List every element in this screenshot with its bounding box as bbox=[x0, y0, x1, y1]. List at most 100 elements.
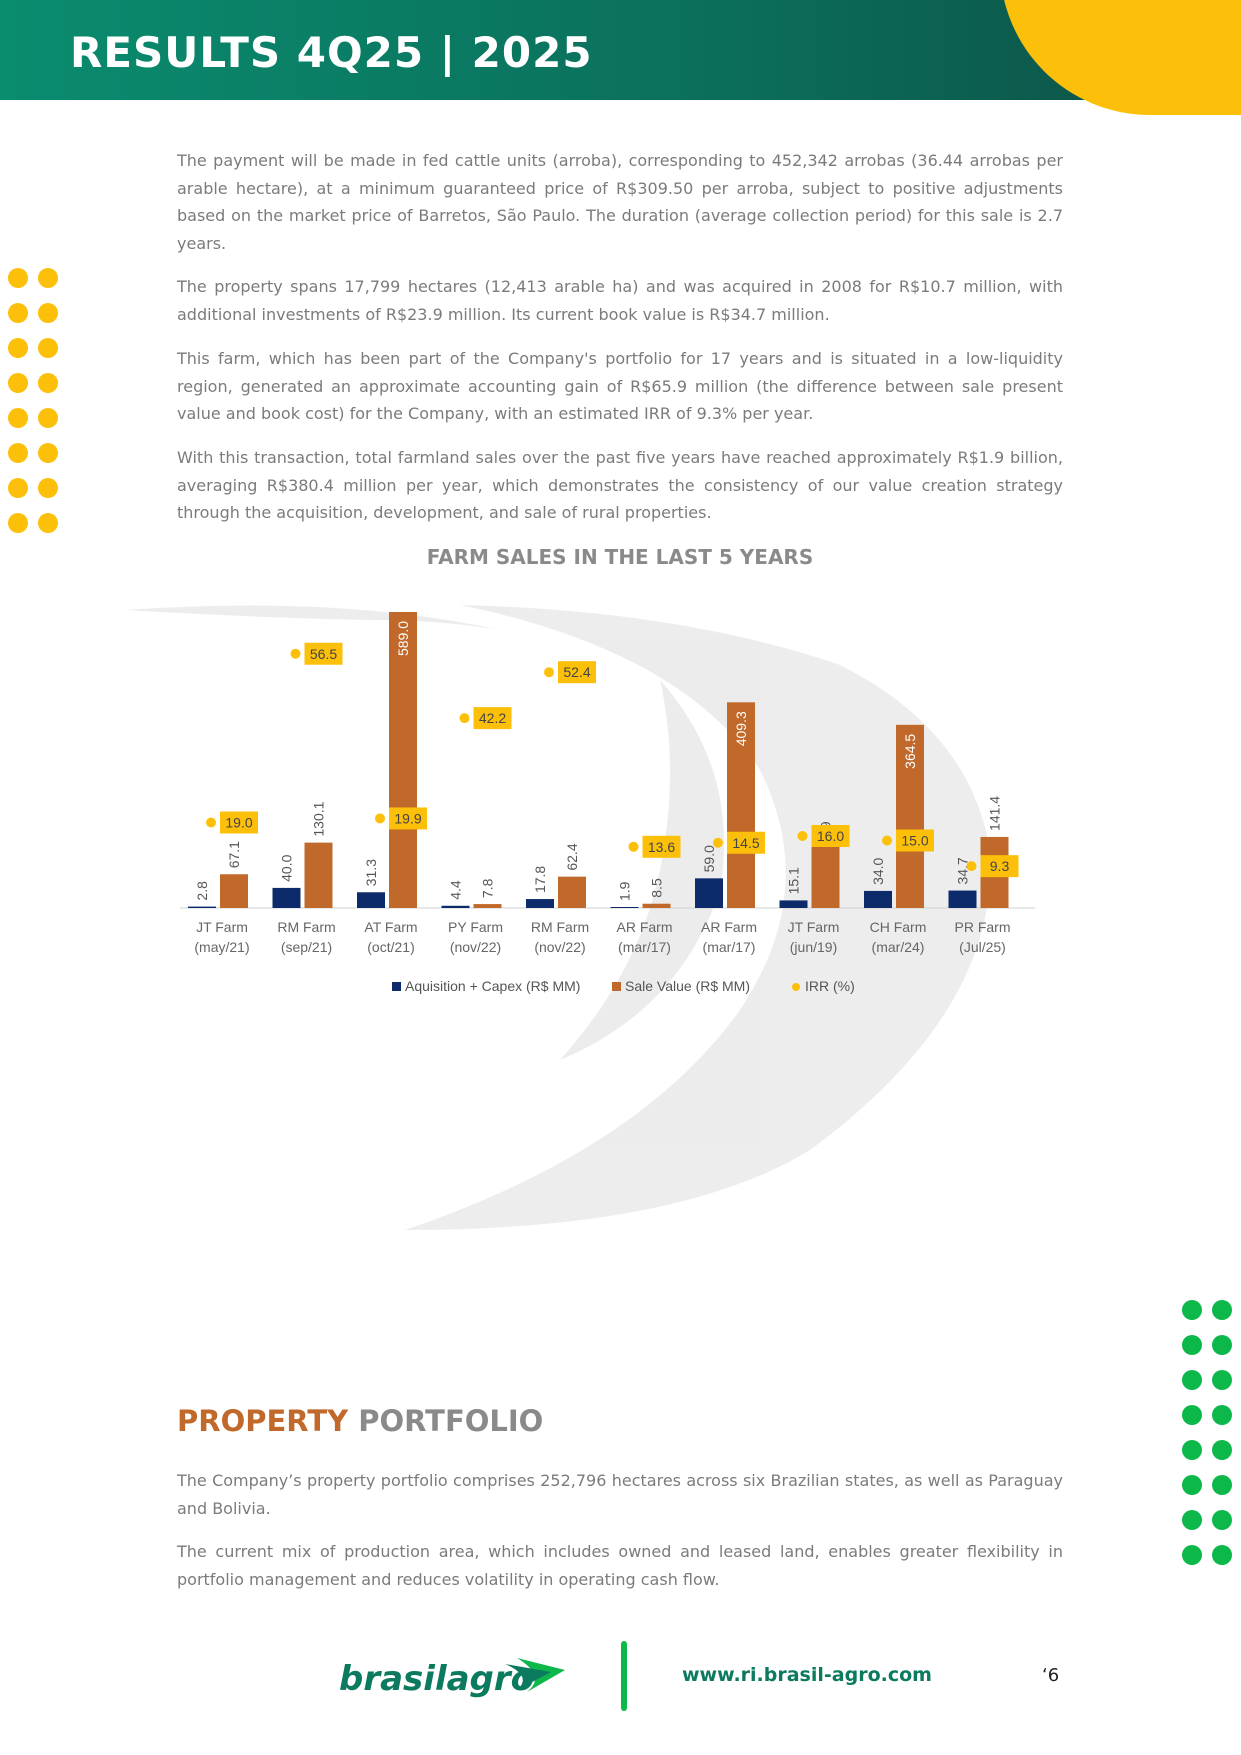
irr-label-box-2 bbox=[389, 807, 427, 830]
category-sublabel-3: (nov/22) bbox=[450, 939, 501, 955]
bar-sale-7 bbox=[811, 846, 840, 908]
irr-point-0 bbox=[206, 817, 216, 828]
irr-point-4 bbox=[544, 667, 554, 678]
logo-text: brasilagro bbox=[339, 1659, 534, 1699]
brasilagro-logo: brasilagro bbox=[339, 1658, 565, 1699]
category-label-6: AR Farm bbox=[701, 919, 757, 935]
footer-website-link[interactable]: www.ri.brasil-agro.com bbox=[682, 1664, 932, 1686]
bar-acquisition-0 bbox=[188, 906, 216, 908]
bar-acquisition-6 bbox=[695, 878, 723, 908]
watermark-swoosh bbox=[125, 605, 991, 1230]
irr-point-1 bbox=[290, 648, 301, 659]
category-label-2: AT Farm bbox=[364, 919, 417, 935]
category-sublabel-7: (jun/19) bbox=[790, 939, 837, 955]
header-yellow-arc bbox=[1000, 0, 1241, 115]
label-sale-9: 141.4 bbox=[987, 796, 1003, 831]
category-label-9: PR Farm bbox=[955, 919, 1011, 935]
legend-label-0: Aquisition + Capex (R$ MM) bbox=[405, 978, 580, 994]
bar-acquisition-2 bbox=[357, 892, 385, 908]
label-sale-1: 130.1 bbox=[311, 801, 327, 836]
irr-point-8 bbox=[882, 835, 892, 846]
label-acquisition-6: 59.0 bbox=[701, 845, 717, 872]
category-label-5: AR Farm bbox=[617, 919, 673, 935]
paragraph-property: The property spans 17,799 hectares (12,4… bbox=[177, 277, 1063, 324]
label-sale-8: 364.5 bbox=[902, 734, 918, 769]
irr-label-2: 19.9 bbox=[394, 810, 421, 826]
category-sublabel-8: (mar/24) bbox=[872, 939, 925, 955]
irr-label-1: 56.5 bbox=[310, 646, 337, 662]
label-acquisition-5: 1.9 bbox=[617, 881, 633, 901]
irr-label-6: 14.5 bbox=[732, 835, 759, 851]
category-label-7: JT Farm bbox=[788, 919, 840, 935]
bar-sale-1 bbox=[304, 842, 333, 908]
label-sale-6: 409.3 bbox=[733, 711, 749, 746]
category-label-1: RM Farm bbox=[277, 919, 335, 935]
label-sale-3: 7.8 bbox=[480, 878, 496, 898]
bar-sale-4 bbox=[558, 876, 586, 908]
irr-label-box-3 bbox=[473, 707, 512, 730]
category-label-4: RM Farm bbox=[531, 919, 589, 935]
section-title-word1: PROPERTY bbox=[177, 1404, 349, 1438]
legend-swatch-0 bbox=[392, 982, 401, 991]
paragraph-payment: The payment will be made in fed cattle u… bbox=[177, 151, 1063, 253]
irr-label-box-7 bbox=[811, 825, 850, 847]
decorative-green-dots bbox=[1182, 1300, 1232, 1565]
irr-label-box-6 bbox=[727, 831, 765, 854]
bar-acquisition-9 bbox=[948, 890, 977, 908]
category-sublabel-2: (oct/21) bbox=[367, 939, 414, 955]
irr-label-box-8 bbox=[896, 829, 934, 852]
paragraph-production-mix: The current mix of production area, whic… bbox=[177, 1542, 1063, 1589]
category-sublabel-6: (mar/17) bbox=[703, 939, 756, 955]
footer-divider bbox=[621, 1641, 627, 1711]
bar-sale-6 bbox=[727, 702, 755, 908]
label-acquisition-7: 15.1 bbox=[786, 867, 802, 894]
section-title: PROPERTY PORTFOLIO bbox=[177, 1404, 543, 1438]
bar-acquisition-5 bbox=[610, 907, 639, 908]
bar-sale-0 bbox=[220, 874, 248, 908]
legend-swatch-1 bbox=[612, 982, 621, 991]
irr-point-7 bbox=[797, 831, 808, 841]
label-sale-4: 62.4 bbox=[564, 843, 580, 870]
irr-label-box-0 bbox=[220, 811, 258, 834]
label-acquisition-0: 2.8 bbox=[194, 881, 210, 901]
category-sublabel-5: (mar/17) bbox=[618, 939, 671, 955]
bar-sale-3 bbox=[473, 904, 502, 908]
label-acquisition-1: 40.0 bbox=[279, 854, 295, 881]
category-sublabel-9: (Jul/25) bbox=[959, 939, 1006, 955]
irr-point-6 bbox=[713, 837, 723, 848]
label-sale-0: 67.1 bbox=[226, 841, 242, 868]
label-sale-2: 589.0 bbox=[395, 621, 411, 656]
farm-sales-chart: 2.8 67.1 19.0 40.0 130.1 56.5 31.3 589.0 19.9 4.4… bbox=[125, 605, 1035, 1230]
bar-acquisition-1 bbox=[272, 887, 301, 908]
irr-label-box-4 bbox=[558, 661, 596, 684]
label-sale-5: 8.5 bbox=[649, 878, 665, 898]
category-label-8: CH Farm bbox=[870, 919, 927, 935]
paragraph-portfolio: The Company’s property portfolio compris… bbox=[177, 1471, 1063, 1518]
page-header: RESULTS 4Q25 | 2025 bbox=[0, 0, 1241, 115]
category-sublabel-1: (sep/21) bbox=[281, 939, 332, 955]
category-sublabel-0: (may/21) bbox=[194, 939, 249, 955]
irr-point-2 bbox=[375, 813, 385, 824]
paragraph-total-sales: With this transaction, total farmland sa… bbox=[177, 448, 1063, 522]
bar-acquisition-8 bbox=[864, 890, 892, 908]
page-number: ‘6 bbox=[1042, 1665, 1060, 1686]
label-acquisition-3: 4.4 bbox=[448, 880, 464, 900]
category-sublabel-4: (nov/22) bbox=[534, 939, 585, 955]
irr-label-5: 13.6 bbox=[648, 839, 675, 855]
bar-acquisition-7 bbox=[779, 900, 808, 908]
irr-label-box-9 bbox=[980, 855, 1019, 878]
section-title-word2: PORTFOLIO bbox=[358, 1404, 544, 1438]
irr-point-5 bbox=[628, 841, 639, 852]
legend-label-2: IRR (%) bbox=[805, 978, 855, 994]
irr-label-8: 15.0 bbox=[901, 833, 928, 849]
label-acquisition-8: 34.0 bbox=[870, 857, 886, 884]
irr-label-0: 19.0 bbox=[225, 815, 252, 831]
chart-title: FARM SALES IN THE LAST 5 YEARS bbox=[426, 545, 814, 569]
category-label-0: JT Farm bbox=[196, 919, 248, 935]
irr-label-box-5 bbox=[642, 835, 681, 858]
decorative-yellow-dots bbox=[8, 268, 58, 533]
label-acquisition-2: 31.3 bbox=[363, 859, 379, 886]
irr-point-9 bbox=[966, 861, 977, 872]
irr-point-3 bbox=[459, 713, 470, 724]
legend-label-1: Sale Value (R$ MM) bbox=[625, 978, 750, 994]
